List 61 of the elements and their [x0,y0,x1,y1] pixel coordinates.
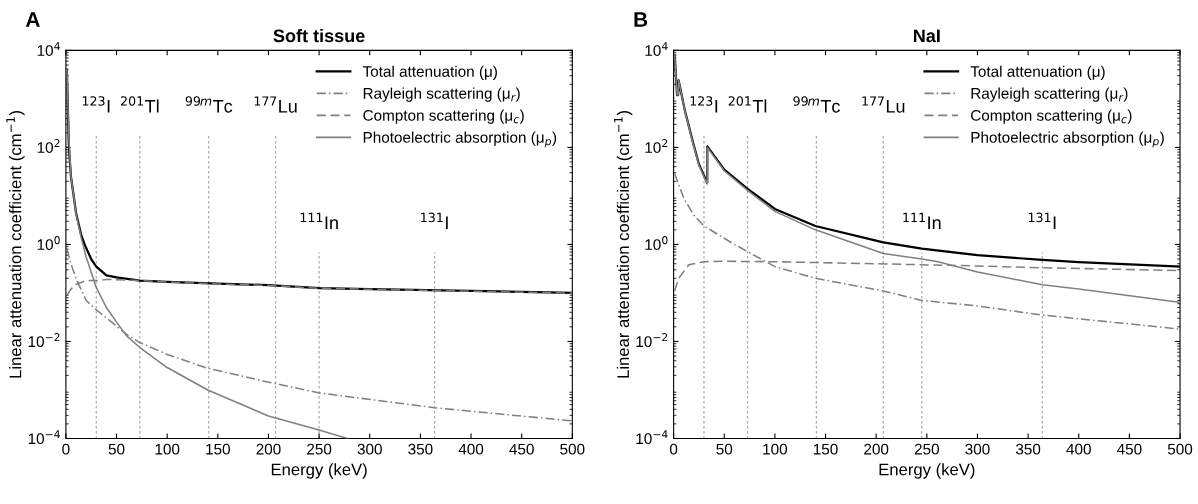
x-tick-label: 350 [408,443,433,455]
x-tick-label: 400 [458,443,484,455]
legend-label: Compton scattering (μ$_{c}$) [971,109,1132,124]
legend-label: Photoelectric absorption (μ$_{p}$) [971,131,1164,148]
chart-title: Soft tissue [273,28,365,43]
x-tick-label: 0 [62,443,70,455]
y-tick-label: 10$^{2}$ [37,139,60,153]
x-tick-label: 450 [1116,443,1142,455]
y-tick-label: 10$^{−4}$ [636,430,668,445]
ref-line-label: $^{111}$In [903,212,941,229]
x-tick-label: 500 [1167,443,1193,455]
x-axis-title: Energy (keV) [879,463,975,479]
x-tick-label: 50 [716,443,733,455]
y-tick-label: 10$^{−4}$ [28,430,60,445]
x-tick-label: 300 [357,443,382,455]
ref-line-label: $^{201}$Tl [728,96,767,113]
x-tick-label: 350 [1015,443,1041,455]
x-tick-label: 150 [813,443,838,455]
line-series [673,172,1181,330]
legend-label: Total attenuation (μ) [362,65,497,80]
y-tick-label: 10$^{4}$ [37,42,60,56]
y-axis-title: Linear attenuation coefficient (cm$^{−1}$) [6,111,25,378]
ref-line-label: $^{99m}$Tc [793,96,840,113]
legend-label: Total attenuation (μ) [970,65,1105,80]
y-tick-label: 10$^{−2}$ [28,333,60,348]
x-tick-label: 100 [763,443,788,455]
x-tick-label: 500 [560,443,585,455]
x-tick-label: 250 [307,443,332,455]
y-tick-label: 10$^{0}$ [645,236,668,251]
x-tick-label: 400 [1066,443,1091,455]
text: B [634,12,648,27]
x-tick-label: 200 [256,443,281,455]
legend-label: Photoelectric absorption (μ$_{p}$) [363,131,557,148]
x-tick-label: 0 [669,443,678,455]
x-tick-label: 450 [509,443,534,455]
ref-line-label: $^{123}$I [690,96,718,113]
x-tick-label: 50 [108,443,125,455]
x-axis-title: Energy (keV) [271,463,367,479]
ref-line-label: $^{177}$Lu [862,96,905,113]
ref-line-label: $^{111}$In [300,212,338,229]
x-tick-label: 300 [965,443,990,455]
y-tick-label: 10$^{2}$ [645,139,668,153]
legend-label: Rayleigh scattering (μ$_{r}$) [363,87,520,102]
x-tick-label: 150 [206,443,230,455]
y-tick-label: 10$^{−2}$ [636,333,668,348]
ref-line-label: $^{201}$Tl [120,96,159,113]
legend-label: Compton scattering (μ$_{c}$) [363,109,524,124]
x-tick-label: 100 [155,443,180,455]
ref-line-label: $^{177}$Lu [254,96,297,113]
y-tick-label: 10$^{4}$ [645,42,668,56]
ref-line-label: $^{99m}$Tc [185,96,233,113]
x-tick-label: 250 [914,443,939,455]
chart-title: NaI [913,29,940,43]
text: A [25,12,40,27]
legend-label: Rayleigh scattering (μ$_{r}$) [971,87,1128,102]
y-tick-label: 10$^{0}$ [37,236,60,251]
y-axis-title: Linear attenuation coefficient (cm$^{−1}$) [614,111,633,378]
ref-line-label: $^{131}$I [421,212,448,229]
ref-line-label: $^{131}$I [1028,212,1056,229]
x-tick-label: 200 [864,443,889,455]
ref-line-label: $^{123}$I [82,96,110,113]
